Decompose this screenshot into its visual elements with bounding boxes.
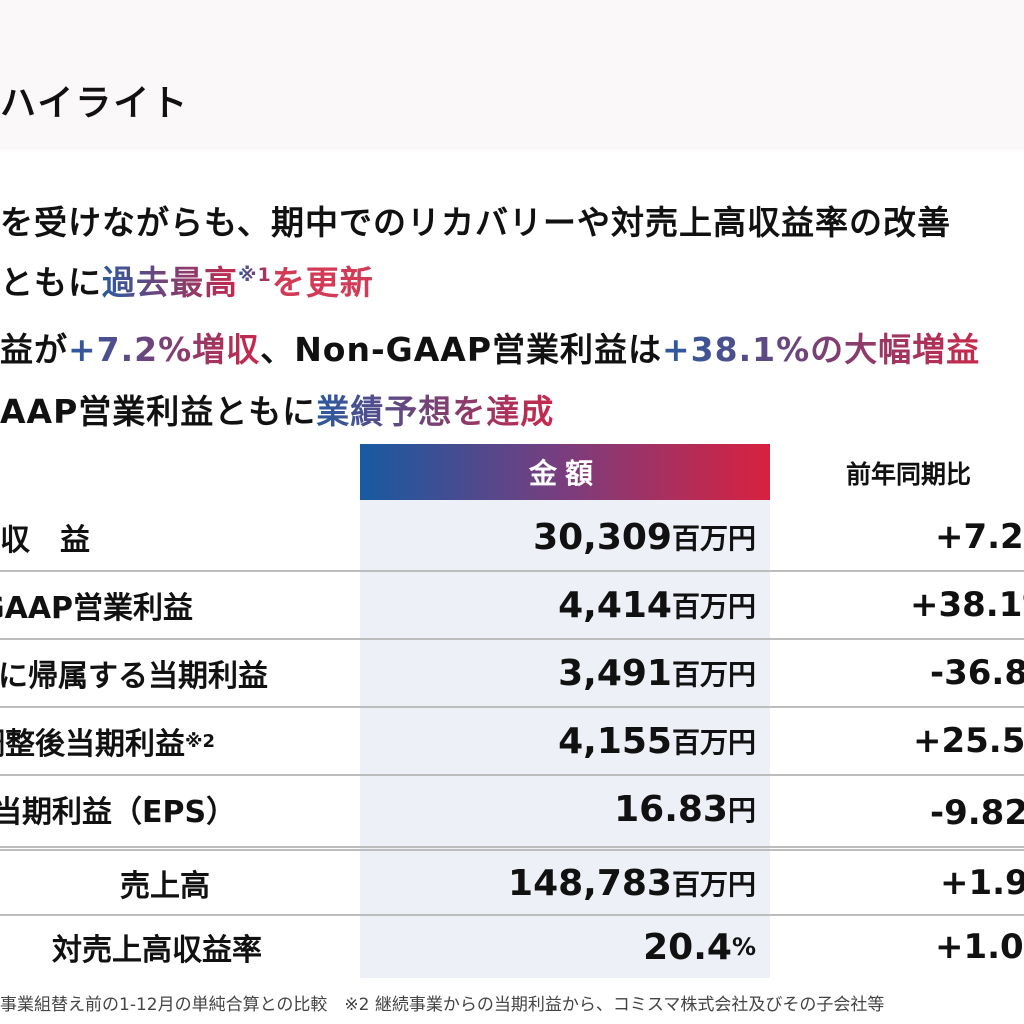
summary-line-3: 益が+7.2%増収、Non-GAAP営業利益は+38.1%の大幅増益 bbox=[0, 323, 980, 371]
summary-line-3-part2: 、Non-GAAP営業利益は bbox=[260, 330, 663, 369]
row-label: 収 益 bbox=[0, 523, 90, 558]
row-label: 者に帰属する当期利益 bbox=[0, 659, 268, 694]
footnote: 事業組替え前の1-12月の単純合算との比較 ※2 継続事業からの当期利益から、コ… bbox=[0, 995, 885, 1015]
row-yoy: +38.1% bbox=[910, 585, 1024, 625]
record-high-highlight: 過去最高 bbox=[102, 263, 238, 302]
row-yoy: +1.0pt bbox=[935, 927, 1024, 967]
value-number: 3,491 bbox=[558, 652, 672, 694]
row-label: 対売上高収益率 bbox=[52, 933, 262, 968]
table-row: 当期利益（EPS） 16.83円 -9.82円 bbox=[0, 776, 1024, 842]
amount-column-header: 金額 bbox=[360, 444, 770, 500]
row-yoy: +25.5% bbox=[913, 721, 1024, 761]
row-value: 20.4% bbox=[643, 914, 756, 980]
row-value: 4,155 百万円 bbox=[558, 708, 756, 774]
row-value: 3,491 百万円 bbox=[558, 640, 756, 706]
value-unit: 百万円 bbox=[671, 868, 756, 901]
row-value: 16.83 円 bbox=[614, 776, 756, 842]
value-unit: 百万円 bbox=[671, 590, 756, 623]
amount-column-background bbox=[360, 500, 770, 978]
summary-line-2: ともに過去最高※1を更新 bbox=[0, 256, 374, 304]
row-divider-thick-2 bbox=[0, 849, 1024, 851]
row-value: 30,309 百万円 bbox=[533, 504, 756, 570]
summary-line-3-part1: 益が bbox=[0, 330, 68, 369]
value-number: 4,414 bbox=[558, 584, 672, 626]
summary-line-1-text: を受けながらも、期中でのリカバリーや対売上高収益率の改善 bbox=[0, 203, 952, 242]
row-yoy: -9.82円 bbox=[930, 792, 1024, 833]
row-value: 148,783 百万円 bbox=[508, 850, 756, 916]
value-unit: 百万円 bbox=[671, 726, 756, 759]
table-row: 対売上高収益率 20.4% +1.0pt bbox=[0, 914, 1024, 980]
value-unit: 百万円 bbox=[671, 522, 756, 555]
row-label: GAAP営業利益 bbox=[0, 591, 194, 626]
row-divider bbox=[0, 774, 1024, 776]
row-value: 4,414 百万円 bbox=[558, 572, 756, 638]
value-unit: 円 bbox=[727, 794, 756, 827]
row-label: 調整後当期利益※2 bbox=[0, 708, 215, 774]
page-title: ハイライト bbox=[0, 83, 190, 124]
header-band bbox=[0, 0, 1024, 150]
summary-line-1: を受けながらも、期中でのリカバリーや対売上高収益率の改善 bbox=[0, 196, 951, 244]
row-yoy: +1.9% bbox=[940, 863, 1024, 903]
value-number: 148,783 bbox=[508, 862, 672, 904]
row-yoy: +7.2% bbox=[935, 517, 1024, 557]
value-unit: 百万円 bbox=[671, 658, 756, 691]
row-label: 売上高 bbox=[120, 869, 210, 904]
row-divider-thick bbox=[0, 846, 1024, 848]
row-label: 当期利益（EPS） bbox=[0, 795, 237, 830]
summary-line-2-prefix: ともに bbox=[0, 263, 102, 302]
revenue-growth-highlight: +7.2%増収 bbox=[68, 330, 261, 369]
row-divider bbox=[0, 914, 1024, 916]
note-1-marker: ※1 bbox=[238, 264, 272, 286]
value-number: 4,155 bbox=[558, 720, 672, 762]
updated-highlight: を更新 bbox=[271, 263, 374, 302]
forecast-achieved-highlight: 業績予想を達成 bbox=[316, 392, 555, 431]
row-divider bbox=[0, 638, 1024, 640]
row-divider bbox=[0, 706, 1024, 708]
value-number: 16.83 bbox=[614, 788, 728, 830]
summary-line-4: AAP営業利益ともに業績予想を達成 bbox=[0, 385, 554, 433]
row-label-text: 調整後当期利益 bbox=[0, 727, 185, 762]
row-divider bbox=[0, 570, 1024, 572]
summary-line-4-prefix: AAP営業利益ともに bbox=[0, 392, 317, 431]
row-yoy: -36.8% bbox=[930, 653, 1024, 693]
value-number: 20.4 bbox=[643, 926, 732, 968]
note-2-marker: ※2 bbox=[185, 730, 216, 752]
value-number: 30,309 bbox=[533, 516, 672, 558]
profit-growth-highlight: +38.1%の大幅増益 bbox=[662, 330, 981, 369]
yoy-column-header: 前年同期比 bbox=[846, 460, 972, 489]
value-unit: % bbox=[731, 933, 756, 961]
